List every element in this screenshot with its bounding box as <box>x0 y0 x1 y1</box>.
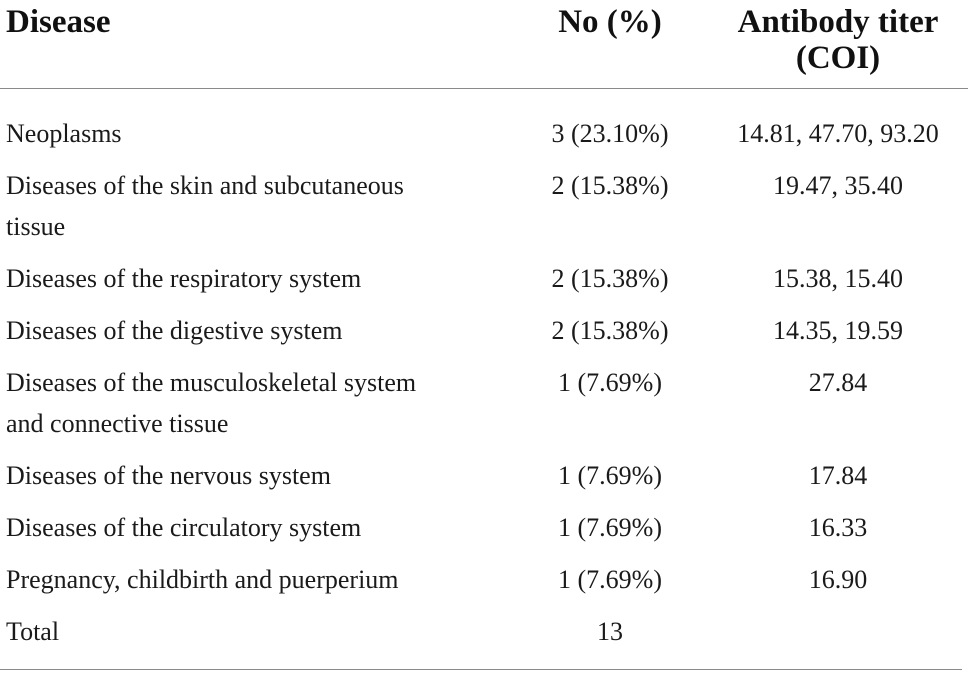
cell-disease-line1: Neoplasms <box>6 119 122 148</box>
cell-no: 1 (7.69%) <box>558 461 662 490</box>
cell-disease: Pregnancy, childbirth and puerperium <box>6 559 506 600</box>
header-no-percent: No (%) <box>558 4 662 40</box>
cell-no: 13 <box>597 617 623 646</box>
cell-disease-line1: Diseases of the digestive system <box>6 316 343 345</box>
cell-disease-line1: Diseases of the musculoskeletal system <box>6 368 417 397</box>
header-antibody-titer: Antibody titer (COI) <box>712 4 964 76</box>
cell-no: 1 (7.69%) <box>558 513 662 542</box>
cell-disease: Diseases of the respiratory system <box>6 258 506 299</box>
cell-disease-line1: Total <box>6 617 60 646</box>
cell-disease-line2: and connective tissue <box>6 409 229 438</box>
cell-no: 2 (15.38%) <box>551 316 669 345</box>
cell-disease: Diseases of the nervous system <box>6 455 506 496</box>
cell-disease-line1: Pregnancy, childbirth and puerperium <box>6 565 399 594</box>
cell-disease: Neoplasms <box>6 113 506 154</box>
cell-titer: 14.81, 47.70, 93.20 <box>737 119 939 148</box>
cell-no: 2 (15.38%) <box>551 171 669 200</box>
cell-no: 1 (7.69%) <box>558 565 662 594</box>
cell-no: 1 (7.69%) <box>558 368 662 397</box>
cell-disease: Diseases of the skin and subcutaneous ti… <box>6 165 506 247</box>
table-header: Disease No (%) Antibody titer (COI) <box>0 0 968 89</box>
cell-disease: Diseases of the digestive system <box>6 310 506 351</box>
cell-titer: 27.84 <box>808 368 868 397</box>
cell-disease-line1: Diseases of the skin and subcutaneous <box>6 171 404 200</box>
table-bottom-rule <box>0 669 962 670</box>
cell-titer: 19.47, 35.40 <box>773 171 903 200</box>
cell-no: 2 (15.38%) <box>551 264 669 293</box>
cell-titer: 16.90 <box>808 565 868 594</box>
cell-disease-line1: Diseases of the circulatory system <box>6 513 362 542</box>
cell-disease: Diseases of the musculoskeletal system a… <box>6 362 506 444</box>
cell-disease: Diseases of the circulatory system <box>6 507 506 548</box>
cell-titer: 17.84 <box>808 461 868 490</box>
header-antibody-titer-line1: Antibody titer <box>737 4 939 40</box>
cell-disease-line1: Diseases of the nervous system <box>6 461 331 490</box>
cell-no: 3 (23.10%) <box>551 119 669 148</box>
cell-titer: 16.33 <box>808 513 868 542</box>
cell-titer: 15.38, 15.40 <box>773 264 903 293</box>
cell-disease-line2: tissue <box>6 212 66 241</box>
cell-titer: 14.35, 19.59 <box>773 316 903 345</box>
cell-disease: Total <box>6 611 506 652</box>
header-antibody-titer-line2: (COI) <box>795 40 881 76</box>
header-disease: Disease <box>6 4 111 40</box>
cell-disease-line1: Diseases of the respiratory system <box>6 264 362 293</box>
